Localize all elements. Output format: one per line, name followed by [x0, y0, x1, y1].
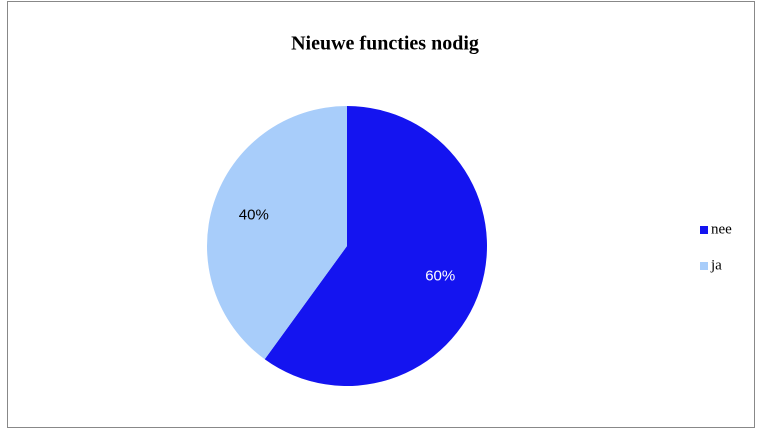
pie-slice [206, 106, 347, 360]
data-label: 40% [239, 207, 269, 224]
legend-swatch [700, 262, 708, 270]
pie-slice [264, 106, 487, 386]
data-label: 60% [425, 267, 455, 284]
legend-swatch [700, 226, 708, 234]
legend-label: ja [710, 257, 722, 273]
chart-title: Nieuwe functies nodig [291, 33, 479, 55]
legend-label: nee [711, 221, 732, 237]
